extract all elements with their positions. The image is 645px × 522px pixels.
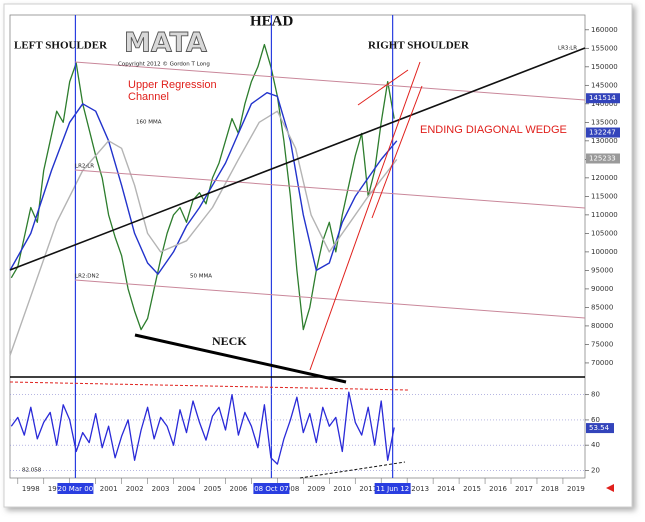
y-tick-label: 60 (591, 416, 600, 424)
axis-value-label: 141514 (589, 94, 616, 102)
annotation: 160 MMA (136, 120, 162, 126)
logo: MATA (124, 28, 207, 59)
series-line (9, 92, 398, 275)
x-tick-label: 2011 (359, 485, 377, 493)
y-tick-label: 155000 (591, 44, 618, 52)
x-tick-label: 2017 (515, 485, 533, 493)
annotation: Channel (128, 91, 169, 103)
y-tick-label: 130000 (591, 137, 618, 145)
x-tick-label: 2014 (437, 485, 455, 493)
x-tick-label: 2004 (178, 485, 196, 493)
x-tick-label: 2010 (333, 485, 351, 493)
series-line (9, 110, 398, 356)
y-tick-label: 160000 (591, 26, 618, 34)
axis-value-box (586, 127, 620, 138)
rsi-trend (299, 461, 406, 479)
copyright: Copyright 2012 © Gordon T Long (118, 61, 210, 68)
date-marker-label: 08 Oct 07 (254, 485, 288, 493)
date-marker-label: 11 Jun 12 (376, 485, 409, 493)
channel-mid (74, 169, 586, 209)
axis-value-box (586, 153, 620, 164)
y-tick-label: 80000 (591, 322, 613, 330)
axis-value-label: 132247 (589, 129, 616, 137)
x-tick-label: 2019 (567, 485, 585, 493)
annotation: 50 MMA (190, 274, 212, 280)
annotation: LR2:DN2 (75, 274, 99, 280)
date-marker-box (374, 483, 411, 494)
wedge-line (371, 85, 423, 219)
annotation: Upper Regression (128, 79, 217, 91)
x-tick-label: 2005 (204, 485, 222, 493)
annotation: RIGHT SHOULDER (368, 40, 470, 52)
y-tick-label: 40 (591, 441, 600, 449)
x-tick-label: 2016 (489, 485, 507, 493)
annotation: LR3:LR (558, 46, 577, 52)
plot-area (9, 14, 586, 479)
y-tick-label: 115000 (591, 192, 618, 200)
y-tick-label: 145000 (591, 81, 618, 89)
x-tick-label: 1998 (22, 485, 40, 493)
y-tick-label: 20 (591, 466, 600, 474)
annotation: NECK (212, 334, 247, 348)
y-tick-label: 105000 (591, 229, 618, 237)
y-tick-label: 95000 (591, 266, 613, 274)
axis-value-box (586, 93, 620, 104)
series-line (10, 391, 395, 465)
x-tick-label: 2008 (281, 485, 299, 493)
rsi-readout: 82.058 (22, 468, 42, 474)
x-tick-label: 2009 (307, 485, 325, 493)
last-value-label: 53.54 (589, 424, 610, 432)
trend-line (9, 47, 586, 271)
annotations: LEFT SHOULDER HEAD RIGHT SHOULDER NECK M… (14, 13, 620, 494)
date-marker-box (57, 483, 94, 494)
annotation: HEAD (250, 13, 294, 29)
neck-line (134, 333, 347, 384)
channel-lower (74, 279, 586, 319)
annotation: LEFT SHOULDER (14, 40, 108, 52)
x-tick-label: 2003 (152, 485, 170, 493)
marks (9, 15, 589, 484)
last-value-box (586, 423, 614, 434)
annotation: ENDING DIAGONAL WEDGE (420, 124, 567, 136)
scroll-arrow (606, 484, 614, 492)
y-tick-label: 85000 (591, 303, 613, 311)
layout-lines (9, 47, 614, 492)
y-tick-label: 90000 (591, 285, 613, 293)
y-tick-label: 110000 (591, 211, 618, 219)
y-tick-label: 135000 (591, 118, 618, 126)
y-tick-label: 140000 (591, 100, 618, 108)
wedge-line (357, 69, 409, 106)
rsi-trend (9, 381, 409, 391)
y-tick-label: 120000 (591, 174, 618, 182)
x-tick-label: 2015 (463, 485, 481, 493)
date-marker-label: 20 Mar 00 (58, 485, 93, 493)
annotation: LR2:LR (75, 164, 94, 170)
y-tick-label: 70000 (591, 359, 613, 367)
x-tick-label: 2002 (126, 485, 144, 493)
x-tick-label: 2013 (411, 485, 429, 493)
y-tick-label: 100000 (591, 248, 618, 256)
date-marker-box (253, 483, 290, 494)
y-tick-label: 75000 (591, 340, 613, 348)
y-tick-label: 150000 (591, 63, 618, 71)
axis-value-label: 125233 (589, 154, 616, 162)
wedge-line (309, 61, 421, 371)
x-tick-label: 2006 (230, 485, 248, 493)
x-tick-label: 1999 (48, 485, 66, 493)
x-tick-label: 2018 (541, 485, 559, 493)
channel-upper (74, 61, 586, 101)
x-tick-label: 2001 (100, 485, 118, 493)
y-tick-label: 80 (591, 391, 600, 399)
